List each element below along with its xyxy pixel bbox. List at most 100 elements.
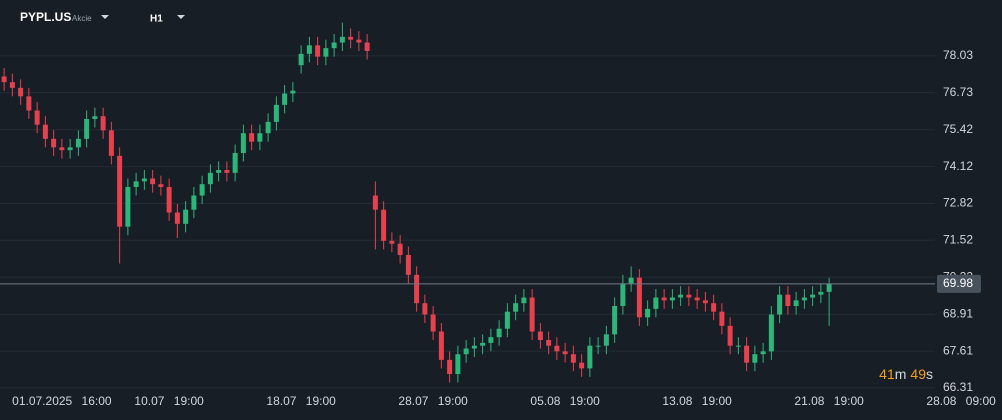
candle-body [546, 340, 552, 346]
candle-body [191, 195, 197, 210]
x-tick-label: 28.08 09:00 [926, 394, 996, 408]
candle-body [513, 303, 519, 312]
candle-timer: 41m 49s [879, 366, 933, 382]
candle-body [463, 348, 469, 355]
timeframe[interactable]: H1 [150, 14, 163, 25]
candle-body [397, 243, 403, 256]
candle-body [826, 283, 832, 292]
price-axis: 78.0376.7375.4274.1272.8271.5270.2268.91… [943, 48, 973, 394]
candle-body [521, 297, 527, 304]
timer-seconds-unit: s [926, 366, 933, 382]
candle-body [537, 331, 543, 341]
candle-body [636, 277, 642, 318]
candle-body [339, 36, 345, 43]
candle-body [554, 345, 560, 352]
symbol-dropdown[interactable] [101, 15, 109, 19]
candle-body [141, 178, 147, 182]
candle-body [661, 297, 667, 301]
x-tick-label: 13.08 19:00 [662, 394, 732, 408]
timer-minutes: 41 [879, 366, 895, 382]
candle-body [34, 110, 40, 125]
candle-body [183, 209, 189, 224]
instrument-kind: Akcie [72, 14, 92, 23]
candle-body [579, 362, 585, 369]
symbol[interactable]: PYPL.US [20, 10, 71, 24]
candle-body [133, 181, 139, 188]
candle-body [257, 133, 263, 142]
candle-body [381, 209, 387, 241]
candle-body [810, 294, 816, 298]
candle-body [348, 36, 354, 40]
candle-body [562, 351, 568, 355]
candle-body [438, 331, 444, 360]
candle-body [265, 121, 271, 134]
candle-body [504, 311, 510, 329]
candle-body [645, 308, 651, 318]
candle-body [496, 328, 502, 338]
candle-body [768, 314, 774, 352]
y-tick-label: 76.73 [943, 85, 973, 99]
candle-body [282, 93, 288, 105]
candle-body [455, 354, 461, 375]
candle-body [727, 325, 733, 346]
candle-body [686, 294, 692, 298]
timer-minutes-unit: m [895, 366, 907, 382]
candles [1, 22, 832, 383]
candle-body [199, 184, 205, 196]
candle-body [364, 42, 370, 52]
candle-body [59, 147, 65, 151]
candle-body [240, 133, 246, 154]
candle-body [207, 172, 213, 185]
y-tick-label: 66.31 [943, 380, 973, 394]
candle-body [9, 82, 15, 88]
candle-body [389, 240, 395, 244]
candle-body [653, 297, 659, 309]
y-tick-label: 68.91 [943, 306, 973, 320]
candle-body [18, 87, 24, 97]
candle-body [306, 45, 312, 54]
y-tick-label: 72.82 [943, 196, 973, 210]
y-tick-label: 67.61 [943, 343, 973, 357]
x-tick-label: 05.08 19:00 [530, 394, 600, 408]
candle-body [273, 104, 279, 122]
candle-body [100, 116, 106, 131]
y-tick-label: 78.03 [943, 48, 973, 62]
candle-body [405, 255, 411, 275]
candle-body [67, 147, 73, 151]
candle-body [587, 345, 593, 369]
candle-body [315, 45, 321, 57]
candle-body [356, 39, 362, 43]
timeframe-dropdown[interactable] [177, 15, 185, 19]
y-tick-label: 74.12 [943, 159, 973, 173]
y-tick-label: 71.52 [943, 232, 973, 246]
candle-body [669, 297, 675, 301]
candle-body [620, 283, 626, 307]
candle-body [471, 345, 477, 349]
candle-body [760, 351, 766, 355]
candle-body [719, 311, 725, 326]
candle-body [612, 306, 618, 335]
candle-body [75, 138, 81, 148]
candle-body [232, 153, 238, 173]
candle-body [529, 297, 535, 332]
timer-seconds: 49 [910, 366, 926, 382]
candle-body [711, 303, 717, 312]
candle-body [290, 90, 296, 94]
candle-body [480, 342, 486, 346]
candle-body [595, 345, 601, 347]
candle-body [26, 96, 32, 111]
y-tick-label: 75.42 [943, 122, 973, 136]
candle-body [422, 303, 428, 315]
candle-body [414, 274, 420, 304]
candle-body [1, 76, 7, 83]
candle-body [298, 53, 304, 66]
candle-body [628, 277, 634, 284]
candle-body [42, 124, 48, 139]
x-tick-label: 01.07.2025 16:00 [12, 394, 112, 408]
candle-body [216, 170, 222, 173]
candle-body [166, 187, 172, 213]
candle-body [744, 345, 750, 363]
x-tick-label: 28.07 19:00 [398, 394, 468, 408]
